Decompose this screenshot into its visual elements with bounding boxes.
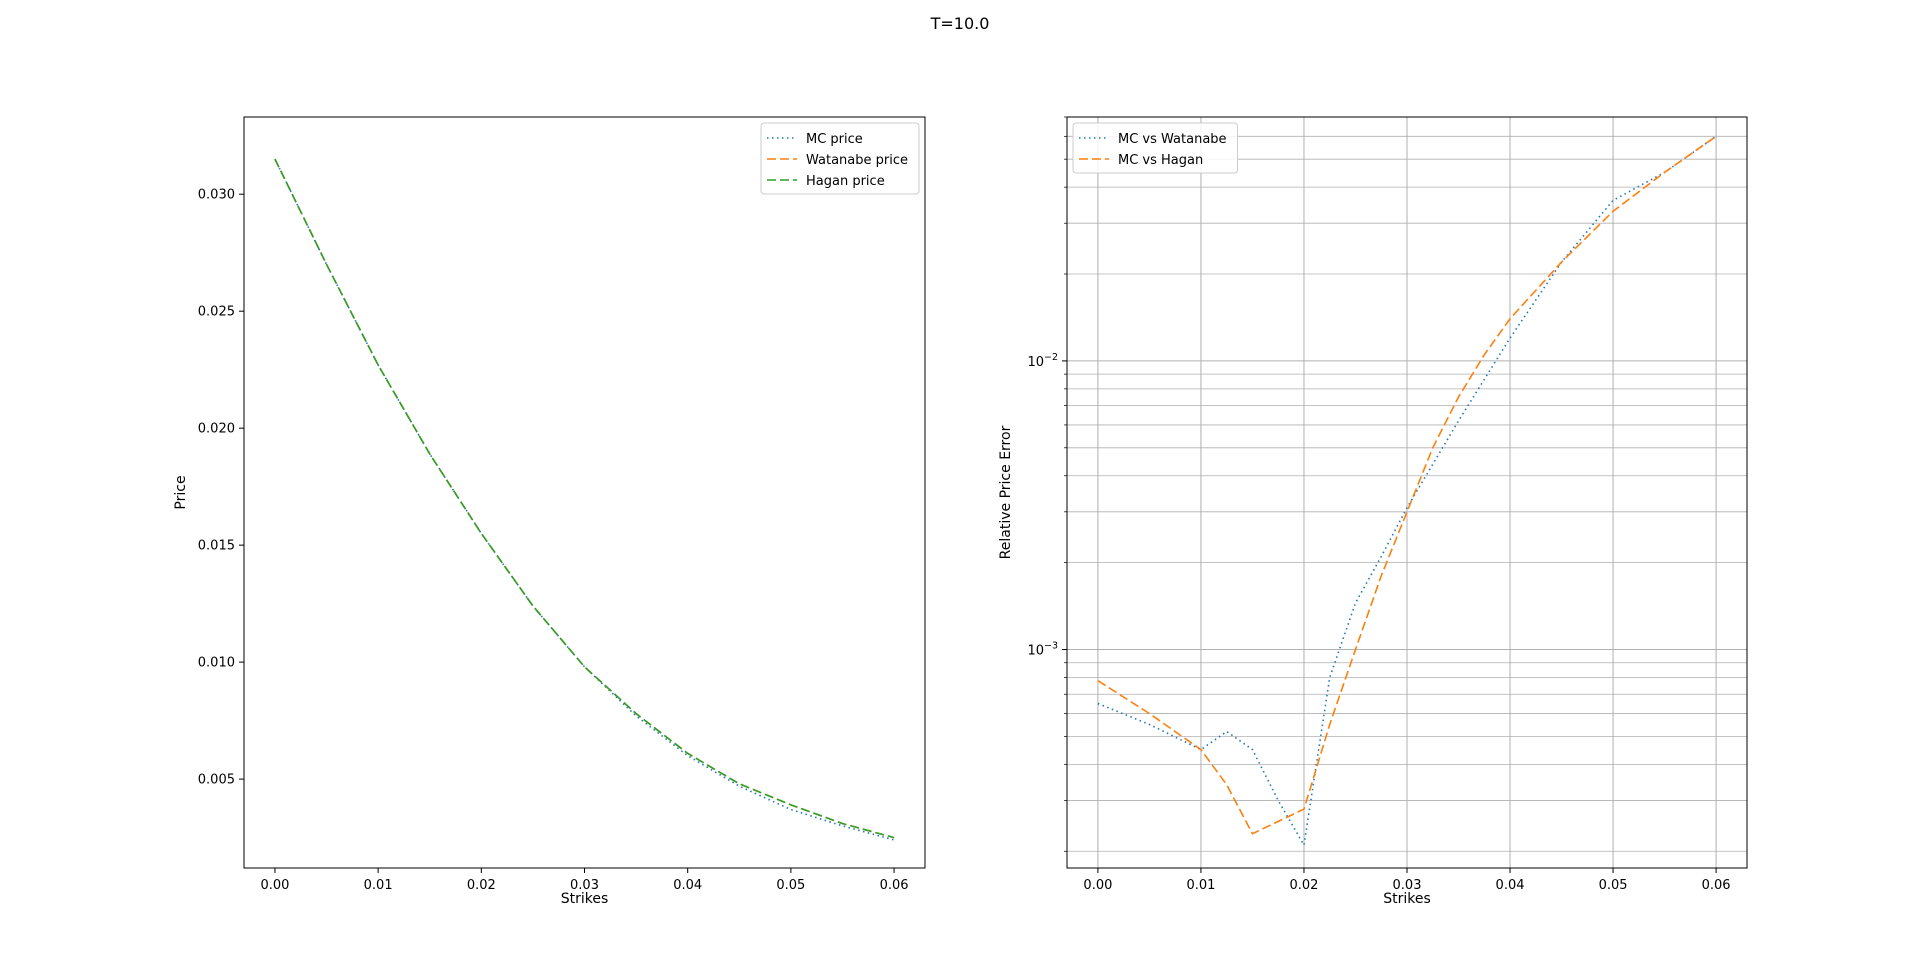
- error-chart-series-line-1: [1097, 135, 1717, 835]
- price-chart-legend-label: Watanabe price: [806, 153, 908, 168]
- error-chart-legend-label: MC vs Watanabe: [1118, 132, 1227, 147]
- error-chart-xlabel: Strikes: [1383, 891, 1431, 907]
- error-chart-xtick-label: 0.04: [1496, 878, 1525, 893]
- price-chart-ytick-label: 0.010: [198, 656, 235, 671]
- error-chart-xtick-label: 0.02: [1289, 878, 1318, 893]
- price-chart-xtick-label: 0.06: [880, 878, 909, 893]
- price-chart-series-line-2: [274, 158, 895, 839]
- price-chart-legend-label: MC price: [806, 132, 863, 147]
- error-chart-ylabel: Relative Price Error: [998, 425, 1014, 559]
- error-chart-xtick-label: 0.03: [1393, 878, 1422, 893]
- error-chart-xtick-label: 0.00: [1083, 878, 1112, 893]
- price-chart-series-line-1: [274, 158, 895, 839]
- price-chart-series-line-0: [274, 158, 895, 841]
- price-chart-xtick-label: 0.02: [467, 878, 496, 893]
- error-chart: Strikes Relative Price Error 0.00 0.01 0.0…: [998, 116, 1748, 907]
- price-chart-axes-frame: [243, 116, 926, 869]
- error-chart-grid: [1067, 116, 1747, 868]
- price-chart-ytick-label: 0.005: [198, 773, 235, 788]
- error-chart-xtick-label: 0.06: [1702, 878, 1731, 893]
- price-chart: Strikes Price 0.00 0.01 0.02 0.03 0.04 0.05 0.…: [173, 116, 926, 907]
- price-chart-legend: MC price Watanabe price Hagan price: [760, 122, 920, 195]
- price-chart-xtick-label: 0.05: [776, 878, 805, 893]
- price-chart-ytick-label: 0.020: [198, 422, 235, 437]
- price-chart-legend-box: [760, 122, 920, 195]
- error-chart-xtick-label: 0.05: [1599, 878, 1628, 893]
- price-chart-ytick-label: 0.025: [198, 305, 235, 320]
- price-chart-legend-label: Hagan price: [806, 174, 885, 189]
- error-chart-legend-label: MC vs Hagan: [1118, 153, 1203, 168]
- error-chart-legend-box: [1072, 122, 1239, 174]
- price-chart-xtick-label: 0.00: [260, 878, 289, 893]
- error-chart-ytick-label: 10−3: [1027, 641, 1058, 659]
- price-chart-ytick-label: 0.030: [198, 188, 235, 203]
- price-chart-ytick-label: 0.015: [198, 539, 235, 554]
- error-chart-xtick-label: 0.01: [1186, 878, 1215, 893]
- price-chart-xtick-label: 0.01: [364, 878, 393, 893]
- price-chart-xlabel: Strikes: [561, 891, 609, 907]
- price-chart-ylabel: Price: [173, 475, 189, 509]
- price-chart-xtick-label: 0.03: [570, 878, 599, 893]
- error-chart-ytick-label: 10−2: [1027, 352, 1058, 370]
- figure-suptitle: T=10.0: [930, 14, 990, 33]
- price-chart-xtick-label: 0.04: [673, 878, 702, 893]
- error-chart-legend: MC vs Watanabe MC vs Hagan: [1072, 122, 1239, 174]
